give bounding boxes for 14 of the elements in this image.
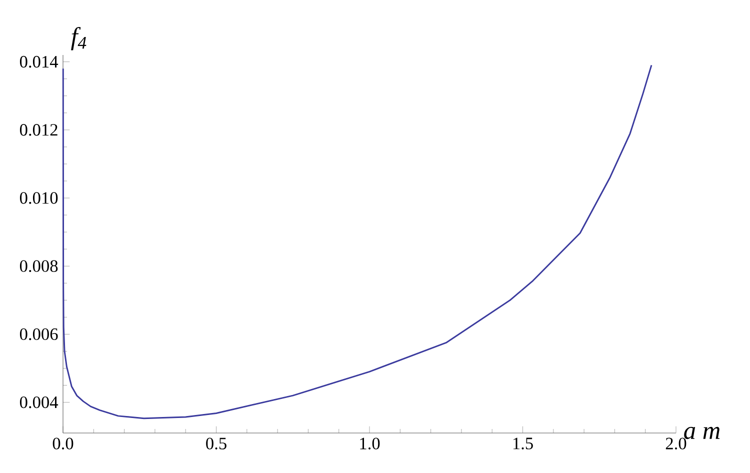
x-tick-label: 1.0 <box>360 438 380 450</box>
y-tick-label: 0.006 <box>20 328 58 340</box>
y-axis-title: f$_{4}$ <box>71 27 86 50</box>
y-tick-label: 0.004 <box>20 396 58 408</box>
y-tick-label: 0.010 <box>20 192 58 204</box>
x-tick-label: 2.0 <box>666 438 686 450</box>
y-tick-label: 0.014 <box>20 56 58 68</box>
x-tick-label: 0.5 <box>206 438 226 450</box>
y-tick-label: 0.008 <box>20 260 58 272</box>
y-tick-label: 0.012 <box>20 124 58 136</box>
x-tick-label: 0.0 <box>52 438 74 450</box>
x-tick-label: 1.5 <box>513 438 533 450</box>
line-series <box>62 64 652 420</box>
x-axis-title: a m <box>684 426 720 440</box>
